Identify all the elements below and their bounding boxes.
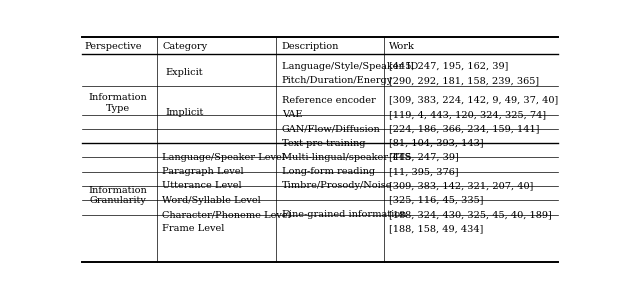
Text: [290, 292, 181, 158, 239, 365]: [290, 292, 181, 158, 239, 365] bbox=[389, 76, 540, 85]
Text: [309, 383, 224, 142, 9, 49, 37, 40]: [309, 383, 224, 142, 9, 49, 37, 40] bbox=[389, 96, 558, 105]
Text: [325, 116, 45, 335]: [325, 116, 45, 335] bbox=[389, 196, 484, 205]
Text: VAE: VAE bbox=[281, 110, 302, 119]
Text: [188, 324, 430, 325, 45, 40, 189]: [188, 324, 430, 325, 45, 40, 189] bbox=[389, 210, 552, 219]
Text: Character/Phoneme Level: Character/Phoneme Level bbox=[162, 210, 291, 219]
Text: Timbre/Prosody/Noise: Timbre/Prosody/Noise bbox=[281, 182, 392, 190]
Text: Work: Work bbox=[389, 42, 416, 51]
Text: Language/Style/Speaker ID: Language/Style/Speaker ID bbox=[281, 61, 418, 70]
Text: Explicit: Explicit bbox=[165, 68, 203, 76]
Text: Fine-grained information: Fine-grained information bbox=[281, 210, 406, 219]
Text: Utterance Level: Utterance Level bbox=[162, 182, 241, 190]
Text: [11, 395, 376]: [11, 395, 376] bbox=[389, 167, 459, 176]
Text: Word/Syllable Level: Word/Syllable Level bbox=[162, 196, 261, 205]
Text: [309, 383, 142, 321, 207, 40]: [309, 383, 142, 321, 207, 40] bbox=[389, 182, 534, 190]
Text: [81, 104, 393, 143]: [81, 104, 393, 143] bbox=[389, 139, 484, 148]
Text: Multi-lingual/speaker TTS: Multi-lingual/speaker TTS bbox=[281, 152, 411, 161]
Text: Long-form reading: Long-form reading bbox=[281, 167, 375, 176]
Text: Language/Speaker Level: Language/Speaker Level bbox=[162, 152, 285, 161]
Text: [445, 247, 39]: [445, 247, 39] bbox=[389, 152, 459, 161]
Text: Frame Level: Frame Level bbox=[162, 224, 225, 233]
Text: Description: Description bbox=[281, 42, 339, 51]
Text: Information
Granularity: Information Granularity bbox=[89, 186, 147, 205]
Text: GAN/Flow/Diffusion: GAN/Flow/Diffusion bbox=[281, 124, 381, 134]
Text: Implicit: Implicit bbox=[165, 108, 203, 117]
Text: Category: Category bbox=[162, 42, 207, 51]
Text: [224, 186, 366, 234, 159, 141]: [224, 186, 366, 234, 159, 141] bbox=[389, 124, 540, 134]
Text: Pitch/Duration/Energy: Pitch/Duration/Energy bbox=[281, 76, 393, 85]
Text: Reference encoder: Reference encoder bbox=[281, 96, 376, 105]
Text: [119, 4, 443, 120, 324, 325, 74]: [119, 4, 443, 120, 324, 325, 74] bbox=[389, 110, 547, 119]
Text: Perspective: Perspective bbox=[85, 42, 142, 51]
Text: Information
Type: Information Type bbox=[89, 93, 147, 113]
Text: Paragraph Level: Paragraph Level bbox=[162, 167, 244, 176]
Text: [188, 158, 49, 434]: [188, 158, 49, 434] bbox=[389, 224, 484, 233]
Text: Text pre-training: Text pre-training bbox=[281, 139, 365, 148]
Text: [445, 247, 195, 162, 39]: [445, 247, 195, 162, 39] bbox=[389, 61, 509, 70]
